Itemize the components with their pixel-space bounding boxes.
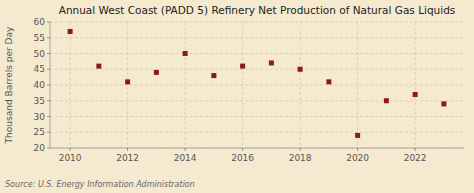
x-tick	[70, 148, 71, 151]
y-axis-label: Thousand Barrels per Day	[4, 26, 14, 144]
point	[384, 98, 389, 103]
x-tick-label: 2012	[116, 153, 139, 163]
point	[413, 92, 418, 97]
x-tick	[242, 148, 243, 151]
ticks: 20 25 30 35 40 45 50 55 60 2010 2012 2014 2016 2018 20…	[34, 17, 427, 163]
y-tick-label: 55	[34, 33, 45, 43]
grid-line-x	[300, 22, 301, 148]
grid-line-y	[50, 148, 464, 149]
grid-line-x	[242, 22, 243, 148]
grid-line-y	[50, 85, 464, 86]
points	[68, 29, 447, 138]
x-tick-label: 2022	[404, 153, 427, 163]
x-tick-label: 2020	[346, 153, 369, 163]
title: Annual West Coast (PADD 5) Refinery Net …	[59, 4, 456, 16]
grid-line-y	[50, 22, 464, 23]
y-tick	[47, 100, 50, 101]
y-tick	[47, 53, 50, 54]
grid	[50, 22, 464, 148]
y-tick	[47, 69, 50, 70]
x-tick-label: 2010	[59, 153, 82, 163]
point	[269, 60, 274, 65]
y-tick	[47, 116, 50, 117]
chart: 20 25 30 35 40 45 50 55 60 2010 2012 2014 2016 2018 20…	[0, 0, 474, 193]
grid-line-y	[50, 100, 464, 101]
y-tick-label: 25	[34, 127, 45, 137]
y-tick-label: 45	[34, 64, 45, 74]
y-tick	[47, 148, 50, 149]
point	[211, 73, 216, 78]
y-tick-label: 35	[34, 96, 45, 106]
point	[125, 79, 130, 84]
x-tick	[185, 148, 186, 151]
source-note: Source: U.S. Energy Information Administ…	[5, 180, 195, 189]
x-axis-line	[50, 148, 464, 149]
point	[326, 79, 331, 84]
point	[154, 70, 159, 75]
point	[441, 101, 446, 106]
grid-line-x	[127, 22, 128, 148]
x-tick	[415, 148, 416, 151]
grid-line-y	[50, 69, 464, 70]
y-tick	[47, 37, 50, 38]
y-tick-label: 30	[34, 112, 46, 122]
point	[240, 64, 245, 69]
grid-line-x	[357, 22, 358, 148]
x-tick	[300, 148, 301, 151]
point	[298, 67, 303, 72]
grid-line-y	[50, 53, 464, 54]
grid-line-y	[50, 132, 464, 133]
y-tick	[47, 85, 50, 86]
y-tick-label: 40	[34, 80, 46, 90]
x-tick	[127, 148, 128, 151]
y-tick-label: 20	[34, 143, 46, 153]
grid-line-y	[50, 37, 464, 38]
point	[355, 133, 360, 138]
grid-line-x	[70, 22, 71, 148]
point	[96, 64, 101, 69]
point	[183, 51, 188, 56]
x-tick	[357, 148, 358, 151]
y-tick-label: 60	[34, 17, 46, 27]
y-tick	[47, 22, 50, 23]
x-tick-label: 2016	[231, 153, 254, 163]
y-tick-label: 50	[34, 49, 46, 59]
y-tick	[47, 132, 50, 133]
grid-line-y	[50, 116, 464, 117]
grid-line-x	[185, 22, 186, 148]
grid-line-x	[415, 22, 416, 148]
point	[68, 29, 73, 34]
x-tick-label: 2018	[289, 153, 312, 163]
background	[0, 0, 474, 193]
x-tick-label: 2014	[174, 153, 197, 163]
